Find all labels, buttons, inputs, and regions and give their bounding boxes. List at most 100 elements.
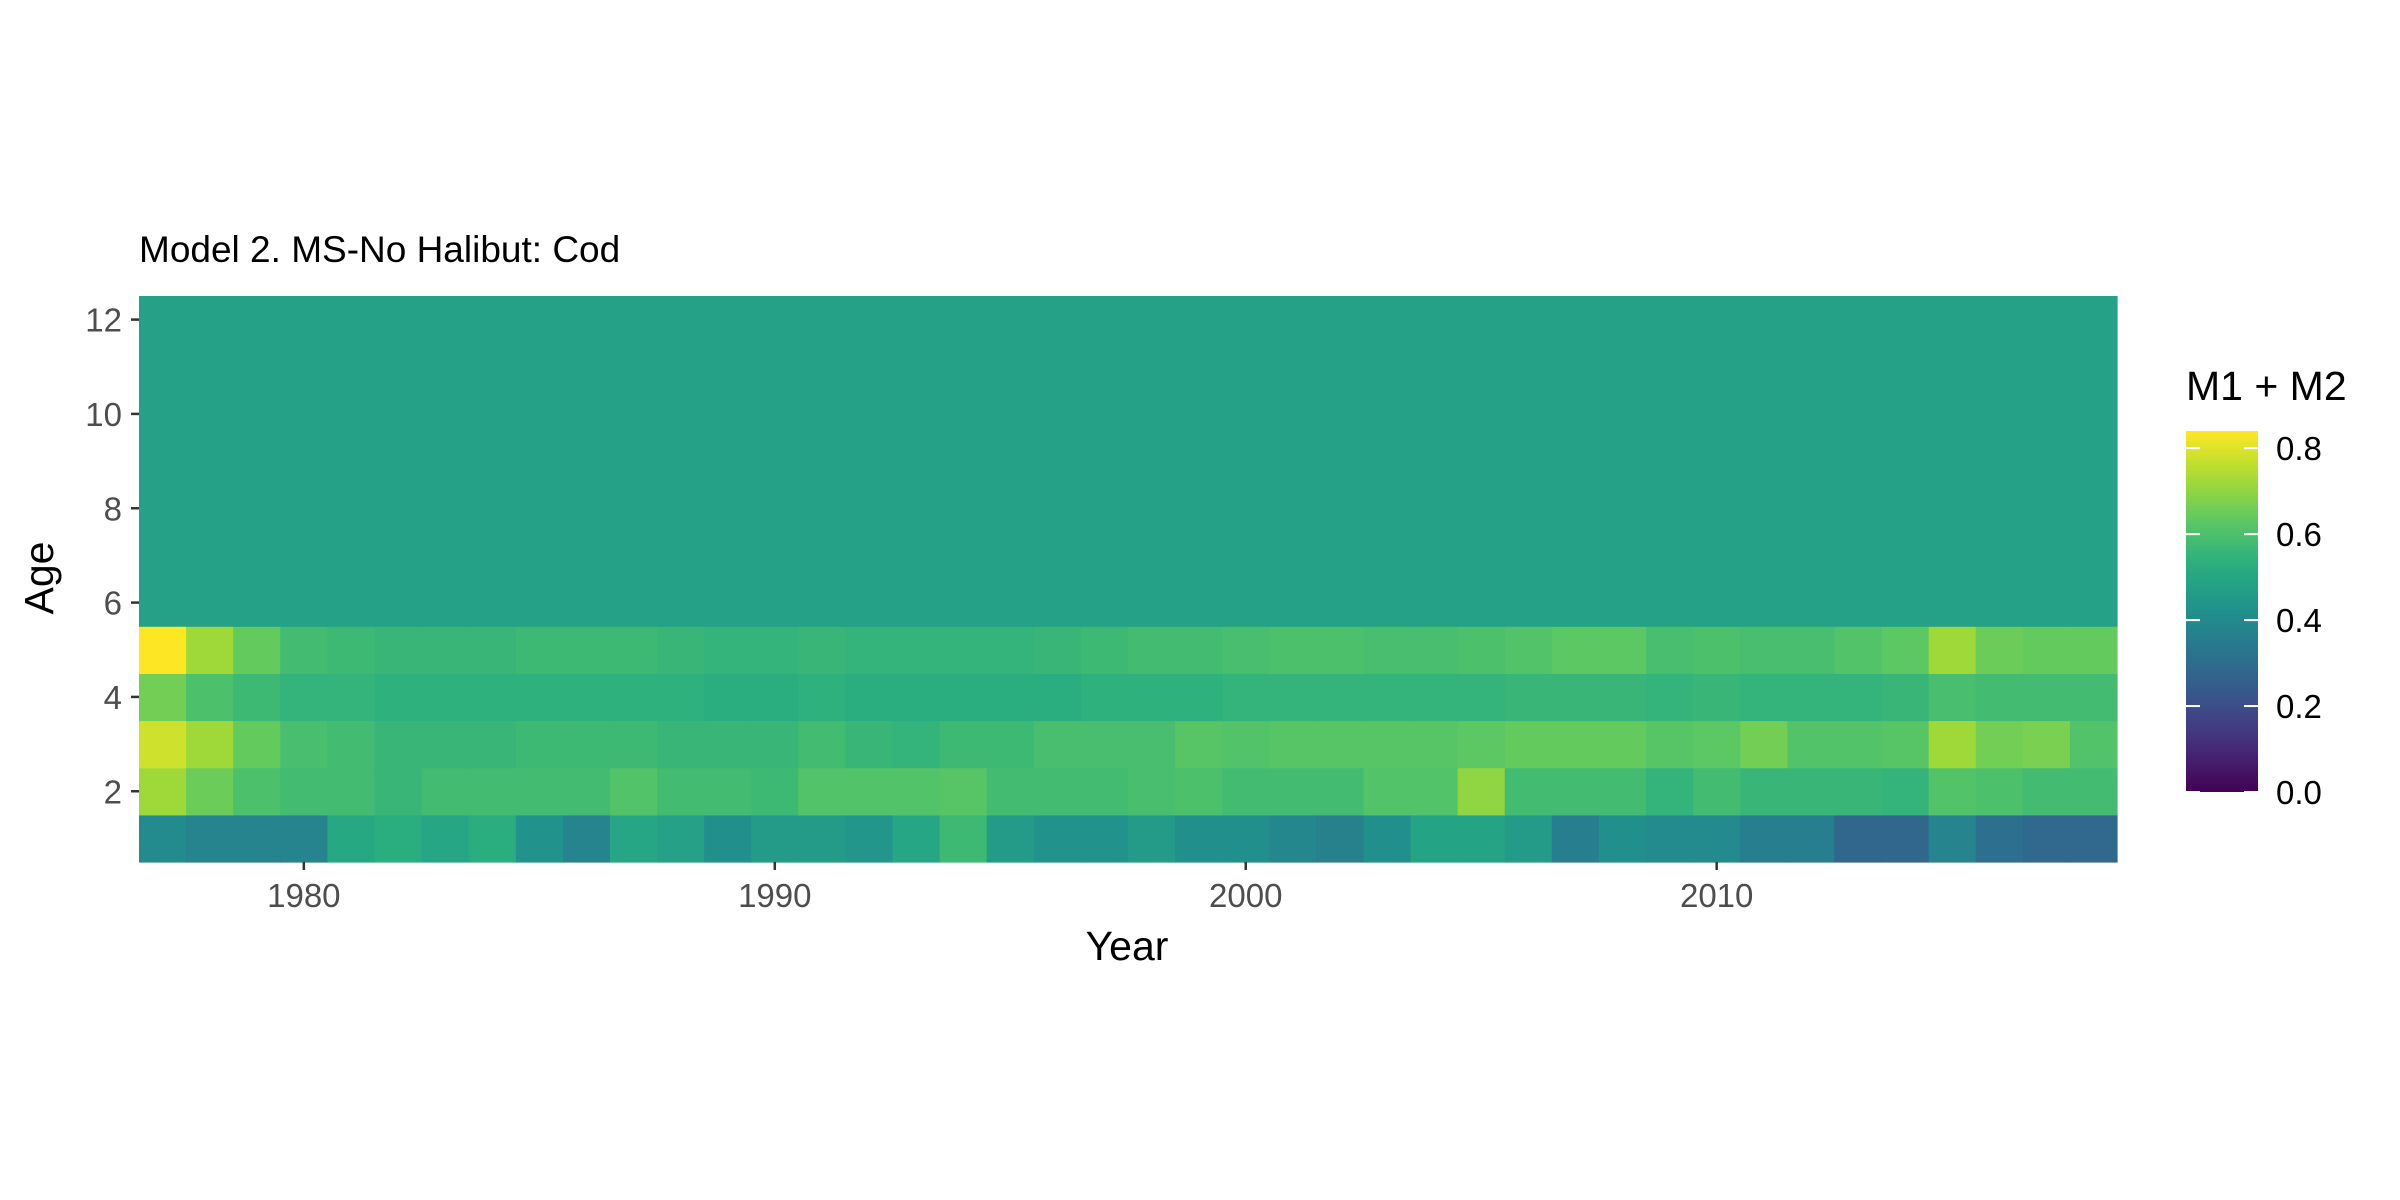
heatmap-cell — [609, 531, 658, 580]
heatmap-cell — [609, 767, 658, 816]
heatmap-cell — [562, 390, 611, 439]
heatmap-cell — [515, 579, 564, 627]
heatmap-cell — [1740, 484, 1788, 533]
heatmap-cell — [2069, 673, 2118, 722]
heatmap-cell — [798, 626, 847, 674]
heatmap-cell — [986, 626, 1035, 674]
heatmap-cell — [1693, 814, 1741, 863]
heatmap-cell — [1222, 296, 1270, 344]
heatmap-cell — [139, 814, 187, 863]
heatmap-cell — [1834, 437, 1883, 486]
heatmap-cell — [374, 579, 423, 627]
heatmap-cell — [1740, 626, 1788, 674]
heatmap-cell — [186, 579, 234, 627]
heatmap-cell — [751, 296, 799, 344]
heatmap-cell — [1363, 579, 1412, 627]
heatmap-cell — [1646, 296, 1694, 344]
heatmap-cell — [1504, 579, 1553, 627]
heatmap-cell — [1363, 626, 1412, 674]
heatmap-cell — [1457, 437, 1506, 486]
heatmap-cell — [233, 343, 281, 391]
heatmap-cell — [515, 343, 564, 391]
heatmap-cell — [845, 343, 894, 391]
heatmap-cell — [1504, 343, 1553, 391]
heatmap-cell — [1080, 720, 1129, 769]
heatmap-cell — [1316, 343, 1365, 391]
heatmap-cell — [374, 673, 423, 722]
heatmap-cell — [1928, 484, 1977, 533]
heatmap-cell — [657, 531, 705, 580]
heatmap-cell — [798, 390, 847, 439]
heatmap-cell — [1551, 531, 1600, 580]
heatmap-cell — [704, 390, 752, 439]
heatmap-cell — [233, 437, 281, 486]
heatmap-cell — [986, 484, 1035, 533]
heatmap-cell — [657, 579, 705, 627]
y-tick-label: 4 — [104, 679, 122, 716]
x-tick-label: 2010 — [1680, 877, 1753, 914]
heatmap-cell — [327, 296, 376, 344]
heatmap-cell — [798, 531, 847, 580]
heatmap-cell — [1928, 390, 1977, 439]
y-tick-label: 10 — [85, 396, 122, 433]
heatmap-cell — [1080, 814, 1129, 863]
heatmap-cell — [374, 531, 423, 580]
heatmap-cell — [1646, 626, 1694, 674]
heatmap-cell — [609, 626, 658, 674]
heatmap-cell — [1457, 390, 1506, 439]
heatmap-cell — [562, 343, 611, 391]
heatmap-cell — [562, 296, 611, 344]
heatmap-cell — [1881, 579, 1930, 627]
y-tick-label: 6 — [104, 585, 122, 622]
heatmap-cell — [1598, 767, 1647, 816]
heatmap-cell — [2069, 626, 2118, 674]
heatmap-cell — [657, 343, 705, 391]
heatmap-cell — [1222, 343, 1270, 391]
heatmap-cell — [468, 579, 517, 627]
color-legend: M1 + M2 0.0 0.2 0.4 0.6 0.8 — [2186, 363, 2347, 811]
heatmap-cell — [562, 767, 611, 816]
heatmap-cell — [939, 720, 988, 769]
heatmap-cell — [233, 626, 281, 674]
heatmap-cell — [704, 767, 752, 816]
heatmap-cell — [1128, 579, 1176, 627]
legend-tick-label: 0.6 — [2276, 516, 2322, 553]
heatmap-cell — [468, 343, 517, 391]
heatmap-cell — [1881, 390, 1930, 439]
heatmap-cell — [562, 626, 611, 674]
heatmap-cell — [468, 673, 517, 722]
heatmap-cell — [1928, 767, 1977, 816]
heatmap-cell — [374, 343, 423, 391]
heatmap-cell — [845, 814, 894, 863]
heatmap-cell — [704, 673, 752, 722]
heatmap-cell — [468, 390, 517, 439]
heatmap-cell — [515, 814, 564, 863]
heatmap-cell — [139, 437, 187, 486]
heatmap-cell — [1504, 484, 1553, 533]
heatmap-cell — [986, 531, 1035, 580]
heatmap-cell — [1598, 390, 1647, 439]
heatmap-cell — [751, 814, 799, 863]
heatmap-cell — [1269, 343, 1317, 391]
heatmap-cell — [704, 579, 752, 627]
heatmap-cell — [515, 673, 564, 722]
heatmap-cell — [845, 484, 894, 533]
heatmap-cell — [751, 720, 799, 769]
heatmap-cell — [2069, 390, 2118, 439]
legend-tick-label: 0.4 — [2276, 602, 2322, 639]
heatmap-cell — [798, 484, 847, 533]
heatmap-cell — [1551, 579, 1600, 627]
heatmap-cell — [1457, 343, 1506, 391]
heatmap-cell — [1363, 484, 1412, 533]
heatmap-cell — [1269, 720, 1317, 769]
heatmap-cell — [1834, 673, 1883, 722]
heatmap-cell — [1740, 437, 1788, 486]
plot-title: Model 2. MS-No Halibut: Cod — [139, 229, 620, 270]
heatmap-cell — [657, 390, 705, 439]
heatmap-cell — [892, 390, 941, 439]
heatmap-cell — [280, 531, 328, 580]
heatmap-cell — [1975, 484, 2024, 533]
heatmap-cell — [374, 814, 423, 863]
heatmap-cell — [1033, 343, 1082, 391]
heatmap-cell — [1646, 343, 1694, 391]
